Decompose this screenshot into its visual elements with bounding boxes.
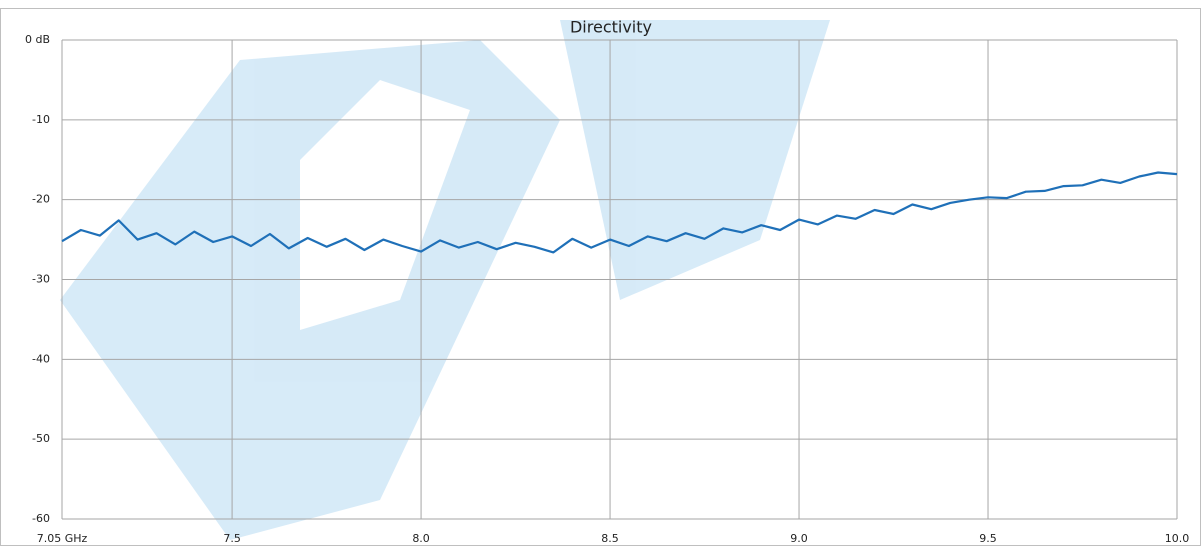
x-tick-label: 8.5 xyxy=(601,532,619,545)
x-tick-label: 10.0 xyxy=(1165,532,1190,545)
watermark xyxy=(60,20,830,540)
y-tick-label: 0 dB xyxy=(25,33,50,46)
y-tick-label: -40 xyxy=(32,352,50,365)
x-tick-label: 7.5 xyxy=(223,532,241,545)
chart-title: Directivity xyxy=(570,18,652,37)
x-tick-label: 9.5 xyxy=(979,532,997,545)
y-tick-label: -50 xyxy=(32,432,50,445)
y-tick-label: -20 xyxy=(32,193,50,206)
y-tick-label: -60 xyxy=(32,512,50,525)
x-tick-label: 9.0 xyxy=(790,532,808,545)
y-tick-label: -10 xyxy=(32,113,50,126)
frame xyxy=(0,8,1201,546)
x-tick-label: 7.05 GHz xyxy=(37,532,88,545)
data-line xyxy=(61,171,1178,254)
y-tick-label: -30 xyxy=(32,273,50,286)
x-tick-label: 8.0 xyxy=(412,532,430,545)
